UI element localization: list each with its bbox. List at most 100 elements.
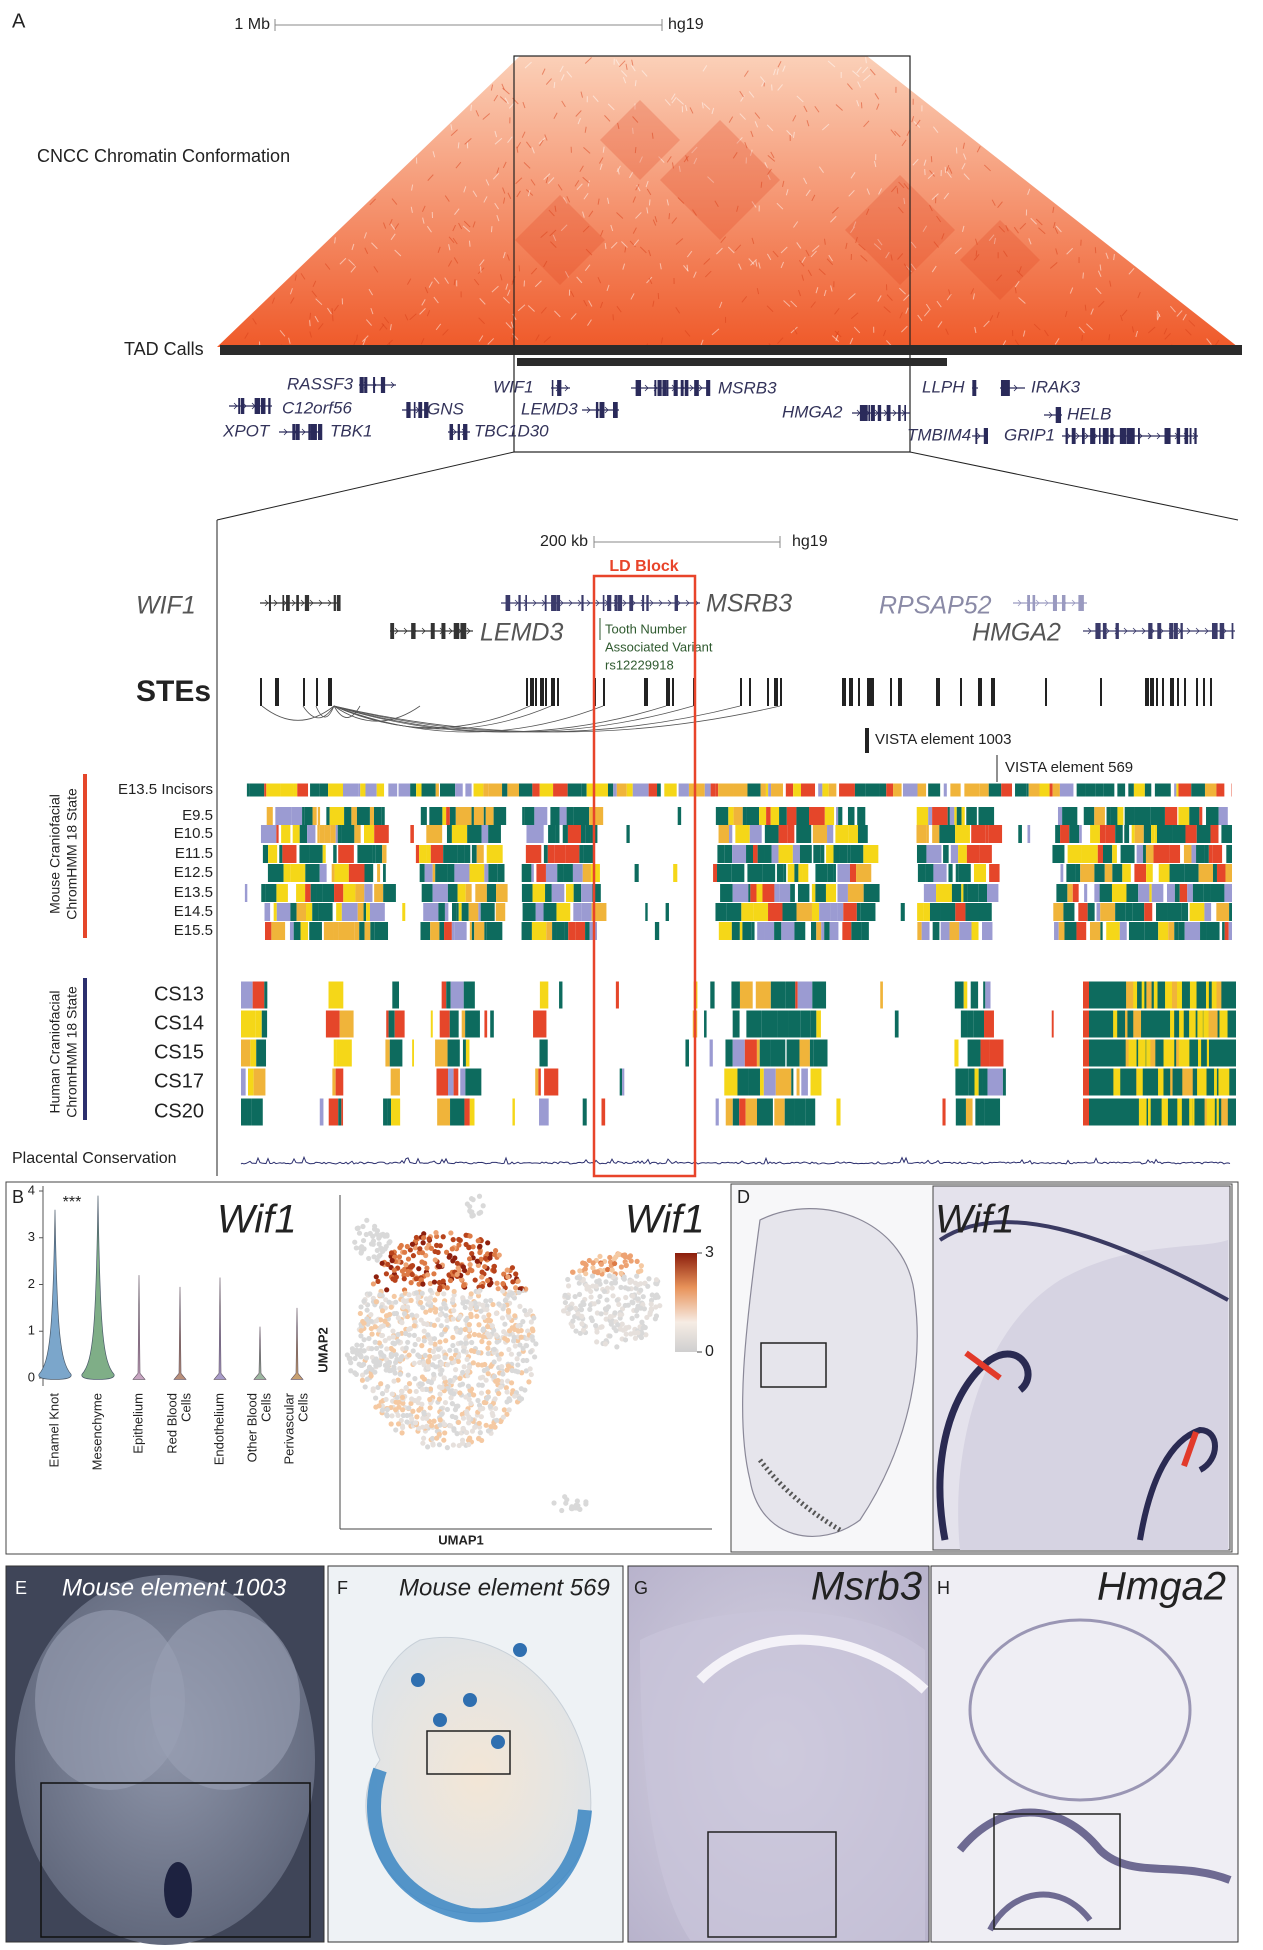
chromatin-state <box>478 903 480 921</box>
umap-point <box>413 1342 418 1347</box>
chromatin-state <box>532 922 546 940</box>
chromatin-state <box>388 784 397 797</box>
umap-point <box>436 1354 441 1359</box>
exon <box>296 595 299 611</box>
umap-point <box>494 1332 499 1337</box>
umap-point <box>466 1442 471 1447</box>
umap-point <box>506 1308 511 1313</box>
chromatin-state <box>1112 864 1122 882</box>
chromatin-state <box>981 1040 990 1067</box>
chromatin-state <box>296 884 305 902</box>
chromatin-state <box>443 845 457 863</box>
umap-point <box>376 1403 381 1408</box>
chromatin-state <box>1083 1069 1089 1096</box>
chromatin-state <box>274 903 277 921</box>
chromatin-state <box>1088 903 1095 921</box>
chromatin-state <box>1209 1099 1215 1126</box>
chromatin-state <box>1115 903 1126 921</box>
umap-point <box>397 1254 402 1259</box>
umap-point <box>590 1265 595 1270</box>
chromatin-state <box>985 1099 1000 1126</box>
chromatin-state <box>985 825 989 843</box>
exon <box>1138 428 1140 444</box>
chromatin-state <box>1190 982 1197 1009</box>
umap-point <box>627 1280 632 1285</box>
umap-point <box>516 1290 521 1295</box>
chromatin-state <box>1052 845 1064 863</box>
umap-point <box>425 1365 430 1370</box>
chromatin-state <box>943 845 949 863</box>
chromatin-state <box>1083 1040 1236 1067</box>
exon <box>551 595 553 611</box>
chromatin-state <box>546 922 552 940</box>
chromatin-state <box>1210 825 1218 843</box>
chromatin-state <box>795 1099 806 1126</box>
umap-point <box>463 1327 468 1332</box>
colorbar-tick-label: 3 <box>705 1244 714 1261</box>
exon <box>863 405 865 421</box>
chromatin-state <box>448 884 458 902</box>
chromatin-state <box>980 845 992 863</box>
chromatin-state <box>933 922 940 940</box>
umap-point <box>441 1301 446 1306</box>
umap-point <box>423 1353 428 1358</box>
chromatin-state <box>974 864 986 882</box>
ste <box>557 678 559 706</box>
ste <box>740 678 742 706</box>
chromatin-state <box>733 1040 745 1067</box>
chromatin-state <box>382 845 386 863</box>
chromatin-state <box>664 784 676 797</box>
umap-point <box>463 1318 468 1323</box>
umap-point <box>468 1301 473 1306</box>
chromatin-state <box>364 825 374 843</box>
umap-point <box>612 1261 617 1266</box>
exon <box>518 595 520 611</box>
umap-point <box>427 1354 432 1359</box>
chromatin-state <box>825 807 834 825</box>
chromatin-state <box>838 903 844 921</box>
chromatin-state <box>1211 884 1224 902</box>
chromatin-state <box>261 884 265 902</box>
chromatin-state <box>1178 784 1191 797</box>
umap-point <box>640 1325 645 1330</box>
chromatin-state <box>930 903 940 921</box>
gene-label: GRIP1 <box>1004 425 1055 444</box>
chromatin-state <box>357 807 370 825</box>
conservation-track <box>241 1157 1230 1164</box>
chromatin-state <box>824 922 829 940</box>
umap-point <box>645 1284 650 1289</box>
umap-point <box>526 1312 531 1317</box>
chromatin-state <box>1056 884 1067 902</box>
chromatin-state <box>747 784 760 797</box>
chromatin-state <box>764 1069 776 1096</box>
umap-point <box>438 1312 443 1317</box>
exon <box>1033 595 1036 611</box>
chromatin-state <box>566 884 574 902</box>
ste <box>530 678 534 706</box>
umap-point <box>399 1430 404 1435</box>
umap-point <box>624 1325 629 1330</box>
umap-point <box>431 1442 436 1447</box>
chromatin-state <box>557 864 563 882</box>
chromatin-state <box>249 784 264 797</box>
y-tick-label: 4 <box>28 1182 35 1197</box>
chromatin-state <box>918 864 926 882</box>
track-label: E9.5 <box>182 807 213 824</box>
chromatin-state <box>290 922 294 940</box>
hic-speck <box>458 142 459 148</box>
chromatin-state <box>583 845 594 863</box>
chromatin-state <box>339 922 355 940</box>
umap-point <box>502 1322 507 1327</box>
umap-point <box>385 1262 390 1267</box>
chromatin-state <box>1134 807 1150 825</box>
hic-speck <box>469 241 470 247</box>
chromatin-state <box>733 784 747 797</box>
umap-point <box>567 1307 572 1312</box>
gene-label: IRAK3 <box>1031 377 1081 396</box>
umap-point <box>604 1297 609 1302</box>
chromatin-state <box>247 784 249 797</box>
chromatin-state <box>1105 864 1113 882</box>
chromatin-state <box>1180 884 1188 902</box>
umap-point <box>516 1279 521 1284</box>
chromatin-state <box>816 922 821 940</box>
